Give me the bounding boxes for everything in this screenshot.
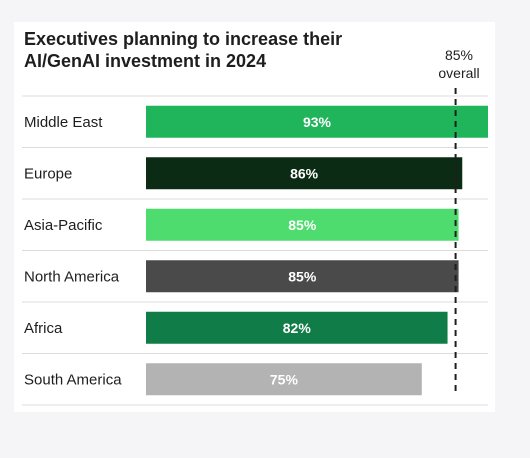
category-label: North America <box>24 268 120 285</box>
bar <box>146 105 488 138</box>
value-label: 86% <box>290 165 319 181</box>
chart-title: Executives planning to increase their AI… <box>24 29 343 71</box>
bar <box>146 260 459 293</box>
value-label: 75% <box>270 371 299 387</box>
bar <box>146 363 422 396</box>
bar <box>146 311 448 344</box>
value-label: 93% <box>303 114 332 130</box>
category-label: Middle East <box>24 114 103 131</box>
category-label: Africa <box>24 320 63 337</box>
bar <box>146 157 463 190</box>
reference-caption-label: overall <box>438 65 480 81</box>
category-label: South America <box>24 371 122 388</box>
reference-line-label: 85% overall <box>414 46 504 82</box>
value-label: 82% <box>283 320 312 336</box>
bar <box>146 208 459 241</box>
category-label: Europe <box>24 165 72 182</box>
category-label: Asia-Pacific <box>24 217 103 234</box>
reference-value-label: 85% <box>444 47 474 63</box>
value-label: 85% <box>288 217 317 233</box>
value-label: 85% <box>288 268 317 284</box>
